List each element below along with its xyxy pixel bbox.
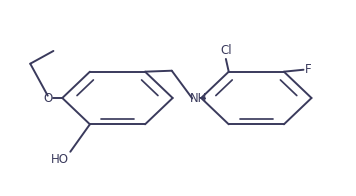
- Text: Cl: Cl: [220, 44, 232, 57]
- Text: NH: NH: [190, 92, 207, 105]
- Text: F: F: [305, 63, 312, 76]
- Text: O: O: [43, 92, 53, 104]
- Text: HO: HO: [51, 153, 68, 166]
